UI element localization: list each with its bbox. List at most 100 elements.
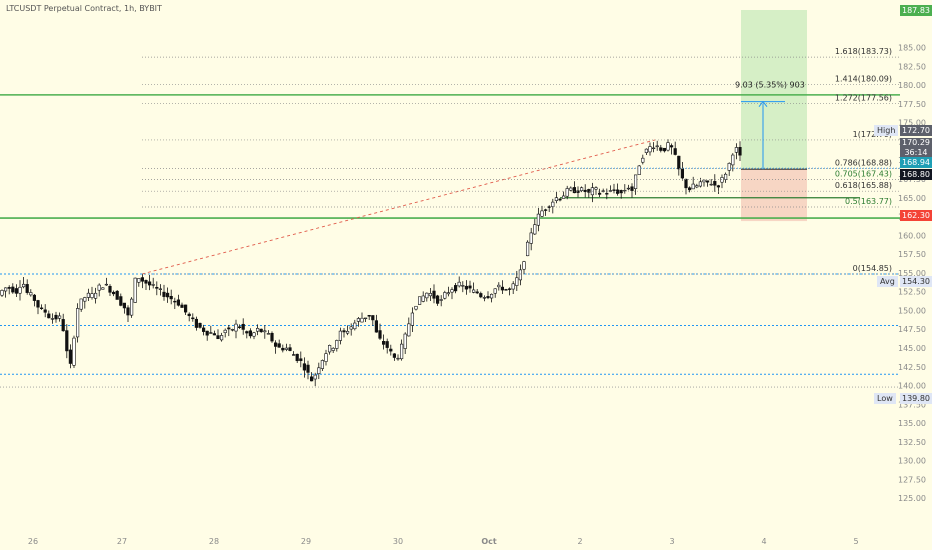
candle-body [428,293,433,297]
candle-body [536,213,540,226]
candle-body [25,284,29,293]
candle-body [399,343,404,360]
candle-body [709,183,713,186]
candle-body [504,289,508,291]
candle-body [327,345,332,353]
candle-body [723,173,728,180]
candle-body [561,195,566,199]
candle-body [435,295,440,304]
candle-body [486,296,490,299]
candle-body [738,147,742,156]
x-tick-label: 28 [209,537,219,546]
candle-body [450,289,454,293]
candle-body [14,288,18,294]
candle-body [212,333,217,336]
x-tick-label: 5 [853,537,858,546]
candle-body [543,209,548,211]
trend-line-dashed [141,139,656,275]
candle-body [50,318,54,320]
candle-body [522,261,526,270]
candle-body [623,189,627,192]
candle-body [597,192,602,195]
candle-body [515,277,519,286]
candle-body [191,317,195,320]
candle-body [133,277,137,303]
y-tick-label: 152.50 [898,288,926,297]
fib-label: 1.618(183.73) [835,47,892,56]
candle-body [407,323,411,337]
candle-body [482,297,487,299]
candle-body [356,318,361,322]
candle-body [108,285,112,293]
candle-body [410,312,415,326]
y-tick-label: 155.00 [898,269,926,278]
candle-body [695,185,699,188]
candle-body [140,277,145,282]
candle-body [630,186,634,191]
candle-body [342,330,346,333]
candle-body [32,294,36,301]
candle-body [76,308,80,338]
candle-body [273,342,278,347]
fib-label: 1(172.70) [853,130,892,139]
candle-body [245,331,249,334]
candle-body [511,283,515,290]
candle-body [702,179,706,183]
candle-body [241,323,245,330]
candle-body [119,296,123,306]
fib-label: 0(154.85) [853,264,892,273]
candle-body [65,330,69,352]
candle-body [47,313,51,319]
candle-body [417,296,422,305]
y-tick-label: 175.00 [898,119,926,128]
candle-body [0,289,4,296]
candle-body [518,269,522,281]
candle-body [320,360,325,369]
candle-body [104,283,108,286]
y-tick-label: 147.50 [898,325,926,334]
candle-body [666,142,670,151]
fib-label: 0.705(167.43) [835,170,892,179]
candle-body [619,190,623,194]
fib-label: 1.414(180.09) [835,74,892,83]
candle-body [223,329,227,334]
y-tick-label: 140.00 [898,382,926,391]
candle-body [115,290,119,300]
candle-body [216,335,220,340]
candle-body [626,187,630,190]
candle-body [727,163,731,171]
candle-body [673,148,677,155]
y-tick-label: 130.00 [898,457,926,466]
candle-body [162,291,166,297]
candle-body [306,364,310,373]
candle-body [713,181,717,186]
avg-label: Avg [877,276,898,287]
candle-body [194,318,199,328]
candle-body [497,284,501,288]
candle-body [464,285,469,290]
candle-body [691,183,695,190]
candle-body [317,367,321,375]
candle-body [187,313,191,317]
candle-body [284,347,289,350]
y-tick-label: 125.00 [898,494,926,503]
candle-body [731,154,735,166]
y-tick-label: 142.50 [898,363,926,372]
candle-body [331,347,335,351]
y-tick-label: 145.00 [898,344,926,353]
candle-body [648,146,652,153]
candle-body [4,287,8,292]
y-tick-label: 132.50 [898,438,926,447]
candle-body [389,348,393,352]
candle-body [263,330,267,333]
candle-body [137,278,141,283]
candle-body [554,197,558,201]
candle-body [259,328,263,333]
candle-body [338,330,343,341]
candle-body [90,293,94,298]
candle-body [234,323,238,332]
candle-body [101,287,105,290]
candle-body [641,157,645,163]
measure-tool: 9.03 (5.35%) 903 [735,81,807,170]
